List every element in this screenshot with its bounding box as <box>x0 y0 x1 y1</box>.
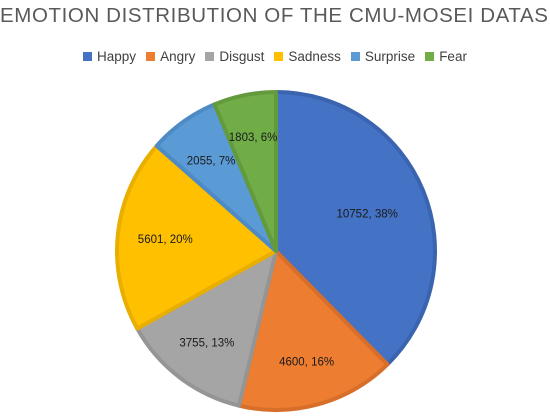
pie-slice-fear <box>212 90 278 253</box>
data-label-sadness: 5601, 20% <box>138 234 193 246</box>
data-label-fear: 1803, 6% <box>229 132 278 144</box>
chart-legend: Happy Angry Disgust Sadness Surprise Fear <box>0 49 550 64</box>
legend-swatch <box>350 52 360 61</box>
legend-label: Sadness <box>288 49 341 64</box>
legend-item-disgust: Disgust <box>205 49 264 64</box>
data-label-disgust: 3755, 13% <box>179 337 234 349</box>
data-label-angry: 4600, 16% <box>279 356 334 368</box>
legend-swatch <box>425 52 435 61</box>
legend-swatch <box>274 52 284 61</box>
legend-item-happy: Happy <box>83 49 136 64</box>
chart-title: EMOTION DISTRIBUTION OF THE CMU-MOSEI DA… <box>0 4 550 27</box>
legend-label: Happy <box>97 49 137 64</box>
legend-swatch <box>83 52 93 61</box>
legend-label: Fear <box>439 49 467 64</box>
data-label-happy: 10752, 38% <box>337 209 398 221</box>
legend-item-angry: Angry <box>146 49 195 64</box>
pie-slice-happy <box>274 90 437 367</box>
pie-slice-disgust <box>135 249 278 408</box>
pie-slice-sadness <box>115 143 278 331</box>
data-label-surprise: 2055, 7% <box>187 156 236 168</box>
pie-slices <box>115 90 437 412</box>
legend-item-surprise: Surprise <box>350 49 416 64</box>
legend-swatch <box>205 52 215 61</box>
pie-slice-angry <box>236 249 390 412</box>
pie-data-labels: 10752, 38% 4600, 16% 3755, 13% 5601, 20% 205… <box>138 132 398 368</box>
legend-label: Angry <box>160 49 196 64</box>
legend-item-sadness: Sadness <box>274 49 341 64</box>
legend-item-fear: Fear <box>425 49 467 64</box>
legend-label: Disgust <box>219 49 265 64</box>
legend-swatch <box>146 52 156 61</box>
legend-label: Surprise <box>364 49 416 64</box>
